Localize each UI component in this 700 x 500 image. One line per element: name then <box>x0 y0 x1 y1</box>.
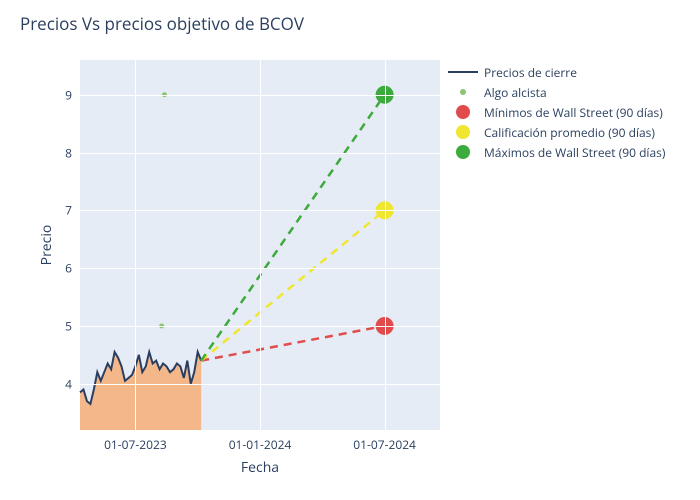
plot-area[interactable]: Precio Fecha 45678901-07-202301-01-20240… <box>80 60 440 430</box>
legend-symbol <box>448 65 478 79</box>
legend-label: Precios de cierre <box>484 64 577 81</box>
legend-label: Máximos de Wall Street (90 días) <box>484 144 665 161</box>
gridline-v <box>385 60 386 430</box>
x-axis-title: Fecha <box>241 458 279 477</box>
gridline-v <box>260 60 261 430</box>
gridline-v <box>135 60 136 430</box>
chart-container: Precios Vs precios objetivo de BCOV Prec… <box>0 0 700 500</box>
legend-label: Calificación promedio (90 días) <box>484 124 655 141</box>
legend-item-avg[interactable]: Calificación promedio (90 días) <box>448 122 665 142</box>
legend-item-min[interactable]: Mínimos de Wall Street (90 días) <box>448 102 665 122</box>
legend-item-price[interactable]: Precios de cierre <box>448 62 665 82</box>
projection-line-avg[interactable] <box>201 210 384 360</box>
legend-item-max[interactable]: Máximos de Wall Street (90 días) <box>448 142 665 162</box>
legend-item-algo[interactable]: Algo alcista <box>448 82 665 102</box>
legend-label: Mínimos de Wall Street (90 días) <box>484 104 663 121</box>
x-tick-label: 01-01-2024 <box>229 436 292 453</box>
legend-label: Algo alcista <box>484 84 547 101</box>
legend-symbol <box>448 125 478 139</box>
x-tick-label: 01-07-2023 <box>104 436 167 453</box>
y-axis-title: Precio <box>37 225 56 266</box>
x-tick-label: 01-07-2024 <box>353 436 416 453</box>
projection-line-min[interactable] <box>201 326 384 361</box>
legend[interactable]: Precios de cierre Algo alcista Mínimos de … <box>448 62 665 162</box>
legend-symbol <box>448 85 478 99</box>
legend-symbol <box>448 145 478 159</box>
projection-line-max[interactable] <box>201 95 384 361</box>
legend-symbol <box>448 105 478 119</box>
chart-title: Precios Vs precios objetivo de BCOV <box>20 12 304 35</box>
